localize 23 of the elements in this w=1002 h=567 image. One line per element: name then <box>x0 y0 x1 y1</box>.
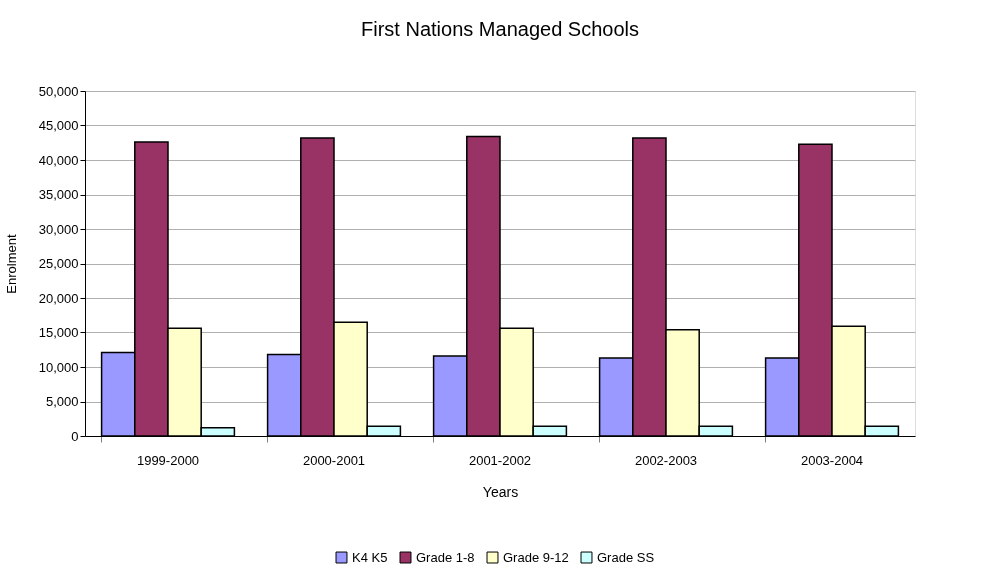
x-tick-label: 2003-2004 <box>800 452 864 468</box>
legend-label: Grade 9-12 <box>503 549 569 565</box>
x-axis-title: Years <box>482 483 519 500</box>
chart-title: First Nations Managed Schools <box>361 18 639 40</box>
y-tick-label: 35,000 <box>38 187 79 202</box>
legend-label: K4 K5 <box>352 549 388 565</box>
x-tick-label: 2000-2001 <box>302 452 366 468</box>
x-tick-label: 1999-2000 <box>136 452 200 468</box>
y-tick-label: 5,000 <box>45 394 79 409</box>
y-tick-label: 0 <box>71 428 79 444</box>
x-tick-label: 2001-2002 <box>468 452 532 468</box>
y-tick-label: 45,000 <box>38 118 79 133</box>
y-tick-label: 30,000 <box>38 221 79 237</box>
x-tick-label: 2002-2003 <box>634 452 698 468</box>
y-axis-title: Enrolment <box>3 233 19 294</box>
y-tick-label: 15,000 <box>38 325 79 340</box>
y-tick-label: 25,000 <box>38 256 79 271</box>
y-tick-label: 50,000 <box>38 83 79 99</box>
legend-label: Grade SS <box>597 549 655 565</box>
y-tick-label: 40,000 <box>38 152 79 168</box>
y-tick-label: 20,000 <box>38 290 79 306</box>
legend-label: Grade 1-8 <box>416 549 475 565</box>
y-tick-label: 10,000 <box>38 359 79 375</box>
